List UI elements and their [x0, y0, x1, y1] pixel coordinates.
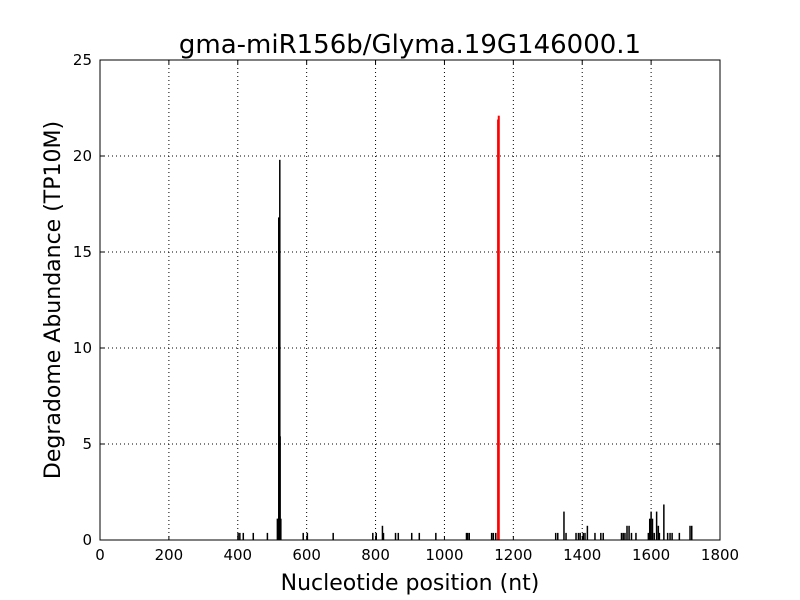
x-tick-label: 1000 — [425, 546, 463, 564]
degradome-bar — [602, 532, 604, 540]
degradome-bar — [630, 532, 633, 540]
degradome-bar — [626, 525, 628, 540]
ticks: 0 200 400 600 800 1000 1200 1400 1600 1800 0 5 10 15 2… — [73, 51, 739, 564]
degradome-bar — [397, 532, 400, 540]
degradome-bar — [657, 525, 660, 540]
degradome-bar — [647, 532, 650, 540]
degradome-bar — [492, 532, 495, 540]
degradome-bar — [628, 525, 630, 540]
x-tick-label: 800 — [361, 546, 390, 564]
degradome-bar — [382, 532, 385, 540]
degradome-bar — [650, 511, 652, 540]
degradome-bar — [624, 532, 626, 540]
degradome-bar — [239, 532, 241, 540]
target-site-bar — [497, 115, 500, 541]
degradome-bar — [302, 532, 304, 540]
degradome-bar — [655, 511, 658, 540]
y-axis-label: Degradome Abundance (TP10M) — [41, 121, 66, 479]
chart-title: gma-miR156b/Glyma.19G146000.1 — [179, 30, 641, 60]
x-tick-label: 200 — [155, 546, 184, 564]
degradome-bar — [620, 532, 623, 540]
degradome-bar — [635, 532, 637, 540]
degradome-bar — [280, 518, 282, 540]
x-axis-label: Nucleotide position (nt) — [281, 571, 540, 596]
degradome-bar — [466, 532, 469, 540]
degradome-bar — [418, 532, 421, 540]
bars — [237, 115, 693, 541]
x-tick-label: 1600 — [632, 546, 670, 564]
degradome-bar — [678, 532, 681, 540]
plot-frame — [99, 59, 721, 541]
y-tick-label: 20 — [73, 147, 92, 165]
degradome-bar — [577, 532, 580, 540]
degradome-bar — [565, 532, 567, 540]
degradome-bar — [666, 532, 669, 540]
degradome-bar — [669, 532, 671, 540]
degradome-bar — [252, 532, 255, 540]
y-tick-label: 25 — [73, 51, 92, 69]
x-tick-label: 1800 — [701, 546, 739, 564]
degradome-bar — [671, 532, 673, 540]
degradome-bar — [410, 532, 413, 540]
degradome-bar — [465, 532, 468, 540]
degradome-bar — [375, 532, 377, 540]
degradome-bar — [689, 525, 691, 540]
degradome-bar — [563, 511, 565, 540]
y-tick-label: 5 — [82, 435, 92, 453]
degradome-bar — [584, 532, 586, 540]
degradome-bar — [266, 532, 269, 540]
degradome-bar — [648, 518, 651, 540]
degradome-bar — [490, 532, 493, 540]
x-tick-label: 600 — [292, 546, 321, 564]
x-tick-label: 0 — [95, 546, 105, 564]
degradome-bar — [575, 532, 577, 540]
degradome-bar — [468, 532, 470, 540]
degradome-bar — [622, 532, 624, 540]
degradome-bar — [557, 532, 559, 540]
x-tick-label: 1200 — [494, 546, 532, 564]
degradome-bar — [653, 532, 655, 540]
degradome-bar — [663, 504, 665, 540]
degradome-bar — [579, 532, 581, 540]
degradome-bar — [586, 525, 589, 540]
degradome-bar — [435, 532, 437, 540]
x-tick-label: 400 — [223, 546, 252, 564]
degradome-bar — [279, 436, 281, 540]
degradome-bar — [651, 518, 654, 540]
degradome-bar — [691, 525, 693, 540]
degradome-bar — [600, 532, 602, 540]
y-tick-label: 0 — [82, 531, 92, 549]
x-tick-label: 1400 — [563, 546, 601, 564]
y-tick-label: 10 — [73, 339, 92, 357]
degradome-bar — [242, 532, 245, 540]
degradome-bar — [332, 532, 334, 540]
y-tick-label: 15 — [73, 243, 92, 261]
degradome-bar — [394, 532, 397, 540]
degradome-bar — [594, 532, 596, 540]
degradome-bar — [306, 532, 309, 540]
degradome-bar — [582, 532, 585, 540]
degradome-bar — [495, 532, 497, 540]
degradome-bar — [658, 532, 661, 540]
degradome-bar — [381, 525, 384, 540]
degradome-bar — [279, 159, 281, 540]
grid — [100, 60, 720, 540]
degradome-bar — [372, 532, 374, 540]
degradome-bar — [554, 532, 557, 540]
